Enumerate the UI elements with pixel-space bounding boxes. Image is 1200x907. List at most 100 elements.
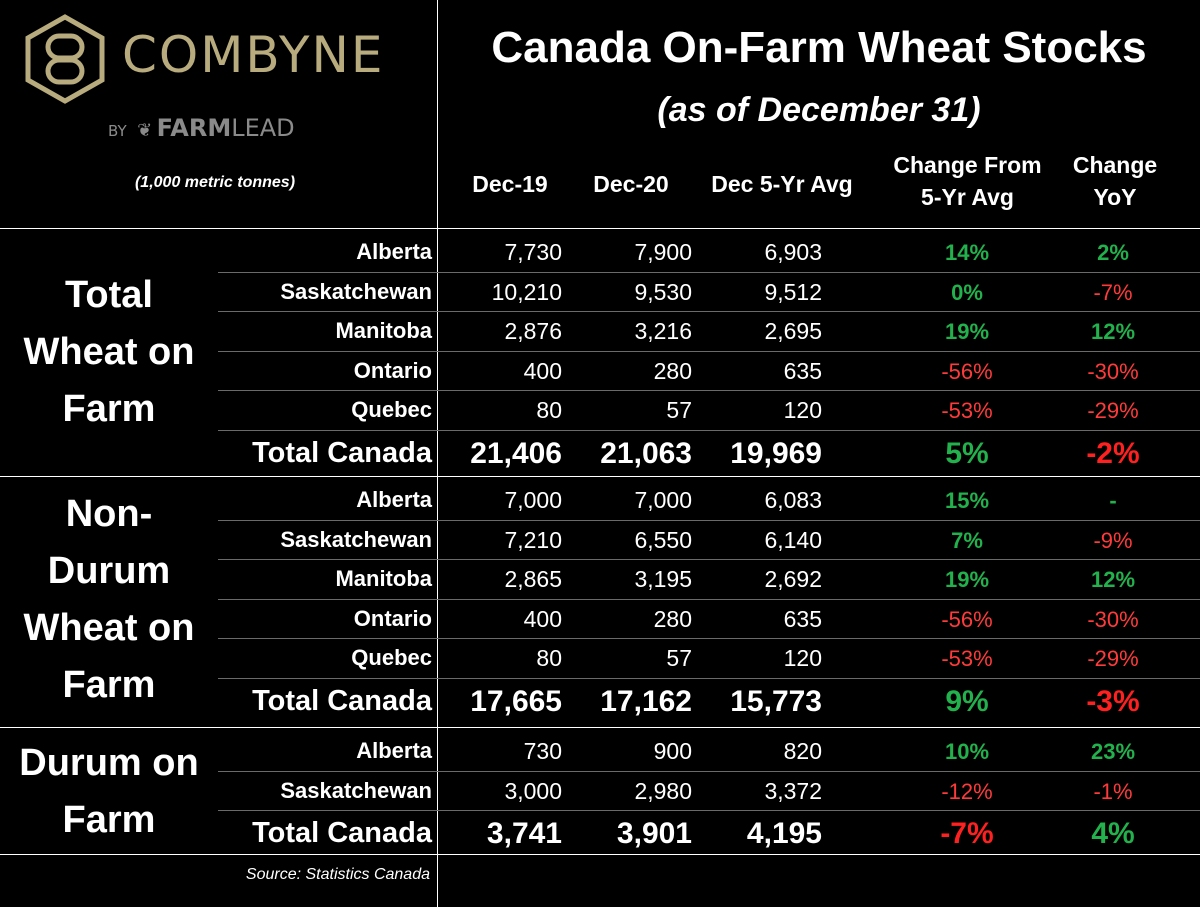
province-label: Alberta	[356, 487, 432, 512]
brand-name: COMBYNE	[122, 26, 385, 84]
total-value: 17,162	[600, 685, 692, 718]
cell-percent: 0%	[951, 279, 983, 305]
total-percent: -7%	[940, 817, 994, 851]
cell-value: 80	[536, 645, 562, 672]
cell-value: 280	[653, 357, 692, 384]
cell-value: 900	[653, 738, 692, 764]
province-label: Manitoba	[335, 566, 432, 592]
cell-percent: 23%	[1090, 739, 1136, 764]
province-label: Alberta	[356, 239, 432, 264]
header-divider	[0, 228, 1200, 229]
column-header: Change	[1072, 152, 1158, 178]
vertical-divider	[437, 0, 438, 907]
cell-percent: -1%	[1093, 778, 1133, 804]
cell-value: 9,530	[634, 278, 692, 305]
cell-value: 3,216	[634, 318, 692, 345]
cell-percent: -29%	[1087, 646, 1139, 672]
page-subtitle: (as of December 31)	[657, 91, 981, 129]
cell-percent: -9%	[1093, 527, 1133, 553]
cell-percent: 7%	[951, 527, 983, 553]
cell-value: 7,210	[504, 526, 562, 553]
units-label: (1,000 metric tonnes)	[134, 174, 296, 191]
cell-percent: 12%	[1090, 319, 1136, 345]
brand-byline: BY ❦ FARMLEAD	[108, 116, 295, 141]
group-label: Durum on	[19, 741, 199, 784]
row-divider	[218, 770, 1200, 772]
cell-value: 2,692	[764, 566, 822, 593]
group-label: Durum	[47, 550, 171, 592]
cell-value: 7,000	[634, 487, 692, 513]
total-value: 3,741	[486, 817, 562, 851]
cell-value: 6,140	[764, 526, 822, 553]
column-header: Dec-20	[593, 171, 669, 197]
row-divider	[218, 271, 1200, 273]
group-label: Total	[65, 273, 153, 316]
cell-percent: 14%	[944, 240, 990, 265]
combyne-hexagon-logo-icon	[25, 14, 105, 104]
row-divider	[218, 390, 1200, 392]
group-divider	[0, 476, 1200, 477]
province-label: Saskatchewan	[280, 777, 432, 803]
column-header: 5-Yr Avg	[921, 184, 1014, 210]
cell-percent: -53%	[941, 398, 993, 424]
cell-percent: -56%	[941, 606, 993, 632]
group-label: Farm	[62, 664, 156, 706]
row-divider	[218, 598, 1200, 600]
group-divider	[0, 727, 1200, 728]
group-label: Wheat on	[23, 607, 195, 649]
total-percent: -2%	[1086, 437, 1140, 470]
cell-value: 635	[783, 357, 822, 384]
total-value: 21,406	[470, 437, 562, 470]
province-label: Quebec	[351, 645, 432, 671]
row-divider	[218, 559, 1200, 561]
cell-percent: -12%	[941, 778, 993, 804]
column-header: YoY	[1093, 184, 1137, 210]
province-label: Saskatchewan	[280, 526, 432, 552]
cell-value: 120	[783, 645, 822, 672]
cell-value: 635	[783, 605, 822, 632]
cell-percent: 19%	[944, 319, 990, 345]
cell-percent: -53%	[941, 646, 993, 672]
total-label: Total Canada	[252, 817, 432, 850]
cell-value: 120	[783, 397, 822, 424]
group-label: Farm	[62, 387, 156, 430]
cell-percent: -	[1109, 488, 1117, 513]
province-label: Quebec	[351, 397, 432, 423]
cell-value: 820	[783, 738, 822, 764]
row-divider	[218, 638, 1200, 640]
cell-percent: 19%	[944, 567, 990, 593]
cell-value: 3,195	[634, 566, 692, 593]
cell-percent: 10%	[944, 739, 990, 764]
cell-value: 9,512	[764, 278, 822, 305]
cell-percent: -29%	[1087, 398, 1139, 424]
total-percent: 9%	[945, 685, 989, 718]
cell-value: 400	[523, 605, 562, 632]
cell-percent: 15%	[944, 488, 990, 513]
cell-percent: 12%	[1090, 567, 1136, 593]
group-label: Wheat on	[23, 330, 195, 373]
cell-value: 280	[653, 605, 692, 632]
cell-value: 6,550	[634, 526, 692, 553]
row-divider	[218, 519, 1200, 521]
partner-name-bold: FARM	[156, 114, 232, 142]
page-title: Canada On-Farm Wheat Stocks	[491, 23, 1147, 72]
cell-value: 2,876	[504, 318, 562, 345]
total-divider	[218, 678, 1200, 679]
cell-percent: -30%	[1087, 606, 1139, 632]
column-header: Dec 5-Yr Avg	[711, 171, 853, 197]
cell-value: 6,083	[764, 487, 822, 513]
cell-value: 10,210	[491, 278, 562, 305]
cell-value: 2,980	[634, 777, 692, 804]
column-header: Change From	[893, 152, 1042, 178]
cell-value: 57	[666, 397, 692, 424]
total-label: Total Canada	[252, 685, 432, 717]
row-divider	[218, 350, 1200, 352]
total-value: 21,063	[600, 437, 692, 470]
group-label: Farm	[62, 798, 156, 841]
by-label: BY	[108, 122, 127, 140]
total-divider	[218, 430, 1200, 431]
cell-percent: -7%	[1093, 279, 1133, 305]
cell-value: 3,000	[504, 777, 562, 804]
cell-value: 57	[666, 645, 692, 672]
